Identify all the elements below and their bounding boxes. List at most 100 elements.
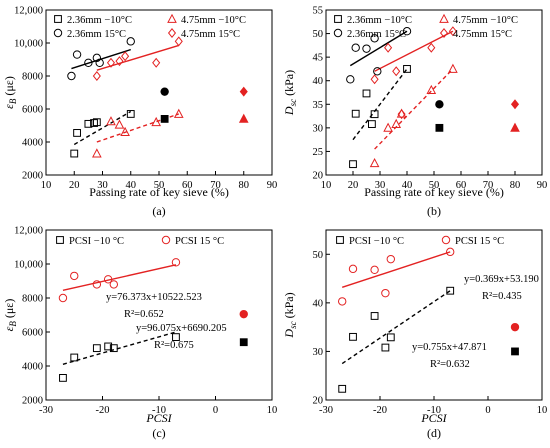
y-tick-label: 35 [313, 100, 324, 111]
x-tick-label: -20 [96, 405, 110, 416]
trend-line [62, 264, 177, 292]
data-point-filled [239, 309, 248, 319]
y-axis-label-unit: (kPa) [282, 70, 296, 99]
trend-r-squared: R²=0.632 [430, 359, 470, 370]
y-tick-label: 12,000 [14, 6, 43, 17]
data-point [90, 119, 98, 127]
trend-line [73, 110, 132, 146]
x-tick-label: 10 [41, 180, 52, 191]
data-point [386, 333, 395, 342]
data-point [92, 71, 101, 81]
chart-panel-c: -30 -20 -10 0 10 2000 4000 6000 8000 10,000 12,000… [2, 226, 277, 441]
x-tick-label: 10 [267, 405, 278, 416]
data-point [58, 293, 68, 303]
trend-equation: y=0.755x+47.871 [412, 342, 487, 353]
y-tick-label: 50 [313, 250, 324, 261]
y-axis-label: Dsc (kPa) [282, 292, 298, 338]
y-tick-label: 45 [313, 53, 324, 64]
y-tick-label: 8000 [22, 294, 43, 305]
trend-line [341, 290, 451, 365]
data-point [362, 44, 371, 53]
data-point-filled [160, 87, 169, 96]
y-axis-label-unit: (kPa) [282, 292, 296, 321]
data-point [92, 344, 101, 353]
x-tick-label: 50 [154, 180, 165, 191]
y-tick-label: 8000 [22, 72, 43, 83]
data-point [70, 353, 79, 362]
x-tick-label: 60 [456, 180, 467, 191]
data-point [84, 58, 93, 67]
y-tick-label: 20 [313, 396, 324, 407]
trend-equation: y=96.075x+6690.205 [136, 323, 227, 334]
y-tick-label: 40 [313, 76, 324, 87]
data-point [173, 108, 184, 118]
data-point [368, 120, 376, 128]
data-point [106, 116, 116, 126]
data-point [370, 265, 379, 275]
legend-marker [161, 235, 171, 245]
x-tick-label: 0 [213, 405, 218, 416]
y-axis-label-subscript: B [8, 98, 18, 104]
data-point [370, 34, 379, 43]
legend-label: 4.75mm 15°C [181, 29, 240, 40]
x-tick-label: 60 [182, 180, 193, 191]
data-point [126, 110, 135, 118]
data-point [338, 297, 347, 306]
x-tick-label: 30 [375, 180, 386, 191]
legend-label: PCSI 15 °C [175, 236, 224, 247]
data-point [384, 42, 393, 53]
data-point [362, 89, 371, 98]
chart-panel-a: 10 20 30 40 50 60 70 80 90 2000 4000 6000 8000 10,000… [2, 6, 277, 219]
data-point [370, 312, 379, 320]
legend: PCSI −10 °C PCSI 15 °C [336, 235, 504, 247]
legend: 2.36mm −10°C 2.36mm 15°C 4.75mm −10°C 4.75m… [53, 13, 246, 40]
data-point [109, 344, 118, 353]
data-point [426, 84, 437, 95]
x-tick-label: 20 [69, 180, 80, 191]
x-tick-label: 80 [239, 180, 250, 191]
legend-marker [56, 236, 64, 244]
trend-line [349, 30, 408, 67]
data-point [403, 65, 411, 73]
y-axis-label: εB (με) [2, 76, 18, 109]
data-point [381, 288, 390, 298]
data-point [396, 108, 407, 118]
x-axis-label: Passing rate of key sieve (%) [364, 185, 504, 199]
legend-marker [441, 235, 451, 245]
legend-marker [167, 13, 177, 23]
data-point-filled [238, 113, 249, 123]
panel-label: (a) [152, 204, 165, 218]
data-point [427, 42, 436, 53]
trend-equation: y=76.373x+10522.523 [106, 292, 202, 303]
y-axis-label-symbol: D [282, 329, 296, 339]
legend-label: 2.36mm 15°C [67, 29, 126, 40]
legend-marker [333, 28, 343, 38]
panel-label: (d) [427, 426, 441, 440]
x-tick-label: 40 [402, 180, 413, 191]
data-point [171, 258, 181, 267]
data-point [448, 26, 457, 37]
data-point [103, 275, 113, 284]
x-tick-label: 20 [348, 180, 359, 191]
legend-label: PCSI 15 °C [455, 236, 504, 247]
x-tick-label: 40 [126, 180, 137, 191]
data-point [59, 374, 67, 382]
data-point [104, 342, 113, 351]
data-point [92, 53, 102, 63]
data-point [73, 129, 81, 137]
x-tick-label: 70 [483, 180, 494, 191]
legend-marker [167, 28, 177, 38]
legend-label: 2.36mm −10°C [347, 15, 412, 26]
data-point [95, 58, 104, 67]
data-point [92, 148, 102, 158]
data-point [349, 332, 357, 341]
y-axis-label-subscript: sc [288, 321, 298, 329]
data-point [351, 109, 360, 118]
chart-panel-d: -30 -20 -10 0 10 20 30 40 50 PCSI Dsc (kPa) (d) PCSI… [282, 229, 547, 440]
panel-label: (c) [152, 426, 165, 440]
data-point [397, 109, 406, 120]
y-tick-label: 4000 [22, 362, 43, 373]
data-point [92, 280, 102, 289]
data-point-filled [510, 122, 520, 132]
